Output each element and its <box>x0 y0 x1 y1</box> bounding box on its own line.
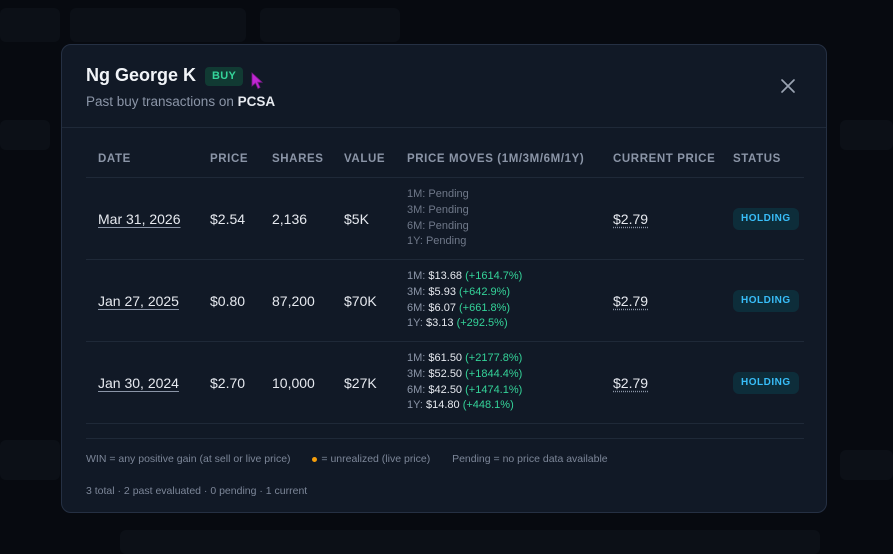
close-icon <box>781 79 795 93</box>
col-current-price: CURRENT PRICE <box>601 141 721 178</box>
background-row <box>840 450 893 480</box>
col-shares: SHARES <box>260 141 332 178</box>
modal-subtitle: Past buy transactions on PCSA <box>86 94 275 109</box>
transaction-price: $0.80 <box>198 259 260 342</box>
background-row <box>0 440 60 480</box>
col-value: VALUE <box>332 141 395 178</box>
current-price[interactable]: $2.79 <box>613 374 649 391</box>
legend: WIN = any positive gain (at sell or live… <box>86 453 608 465</box>
unrealized-dot-icon <box>312 456 318 462</box>
current-price[interactable]: $2.79 <box>613 292 649 309</box>
background-row <box>0 120 50 150</box>
price-move-1m: 1M: $13.68 (+1614.7%) <box>407 270 523 283</box>
price-moves: 1M: Pending 3M: Pending 6M: Pending 1Y: … <box>395 177 601 260</box>
transaction-shares: 2,136 <box>260 177 332 260</box>
table-row: Jan 30, 2024 $2.70 10,000 $27K 1M: $61.5… <box>86 341 804 424</box>
price-moves: 1M: $61.50 (+2177.8%) 3M: $52.50 (+1844.… <box>395 341 601 424</box>
price-move-6m: 6M: Pending <box>407 219 469 232</box>
price-move-6m: 6M: $42.50 (+1474.1%) <box>407 383 523 396</box>
transaction-shares: 10,000 <box>260 341 332 424</box>
transaction-date-link[interactable]: Jan 27, 2025 <box>98 292 179 309</box>
price-moves: 1M: $13.68 (+1614.7%) 3M: $5.93 (+642.9%… <box>395 259 601 342</box>
summary-text: 3 total · 2 past evaluated · 0 pending ·… <box>86 485 308 497</box>
table-row: Mar 31, 2026 $2.54 2,136 $5K 1M: Pending… <box>86 177 804 260</box>
table-row: Jan 27, 2025 $0.80 87,200 $70K 1M: $13.6… <box>86 259 804 342</box>
price-move-3m: 3M: $5.93 (+642.9%) <box>407 285 511 298</box>
transaction-value: $27K <box>332 341 395 424</box>
background-filter <box>260 8 400 42</box>
legend-pending: Pending = no price data available <box>452 453 608 465</box>
insider-name: Ng George K <box>86 65 197 85</box>
legend-unrealized: = unrealized (live price) <box>321 453 431 465</box>
price-move-1m: 1M: $61.50 (+2177.8%) <box>407 352 523 365</box>
price-move-3m: 3M: Pending <box>407 203 469 216</box>
background-row <box>840 120 893 150</box>
col-status: STATUS <box>721 141 804 178</box>
transaction-date-link[interactable]: Jan 30, 2024 <box>98 374 179 391</box>
table-header-row: DATE PRICE SHARES VALUE PRICE MOVES (1M/… <box>86 141 804 178</box>
background-search <box>70 8 246 42</box>
ticker-symbol: PCSA <box>237 94 276 109</box>
insider-transactions-modal: Ng George K BUY Past buy transactions on… <box>61 44 827 513</box>
status-badge: HOLDING <box>733 371 799 394</box>
transaction-price: $2.54 <box>198 177 260 260</box>
current-price[interactable]: $2.79 <box>613 210 649 227</box>
price-move-1y: 1Y: $14.80 (+448.1%) <box>407 399 514 412</box>
price-move-3m: 3M: $52.50 (+1844.4%) <box>407 367 523 380</box>
col-price-moves: PRICE MOVES (1M/3M/6M/1Y) <box>395 141 601 178</box>
price-move-1y: 1Y: $3.13 (+292.5%) <box>407 317 508 330</box>
subtitle-text: Past buy transactions on <box>86 94 234 109</box>
col-date: DATE <box>86 141 198 178</box>
close-button[interactable] <box>778 76 798 96</box>
price-move-1y: 1Y: Pending <box>407 235 467 248</box>
price-move-1m: 1M: Pending <box>407 188 469 201</box>
status-badge: HOLDING <box>733 207 799 230</box>
transaction-value: $5K <box>332 177 395 260</box>
modal-header: Ng George K BUY Past buy transactions on… <box>62 45 826 128</box>
buy-badge: BUY <box>205 67 244 86</box>
background-row <box>120 530 820 554</box>
price-move-6m: 6M: $6.07 (+661.8%) <box>407 301 511 314</box>
footer-divider <box>86 438 804 439</box>
mouse-cursor-icon <box>251 72 264 90</box>
transaction-price: $2.70 <box>198 341 260 424</box>
transactions-table: DATE PRICE SHARES VALUE PRICE MOVES (1M/… <box>86 141 804 424</box>
transaction-date-link[interactable]: Mar 31, 2026 <box>98 210 181 227</box>
transaction-shares: 87,200 <box>260 259 332 342</box>
legend-win: WIN = any positive gain (at sell or live… <box>86 453 291 465</box>
transaction-value: $70K <box>332 259 395 342</box>
col-price: PRICE <box>198 141 260 178</box>
background-tab <box>0 8 60 42</box>
status-badge: HOLDING <box>733 289 799 312</box>
